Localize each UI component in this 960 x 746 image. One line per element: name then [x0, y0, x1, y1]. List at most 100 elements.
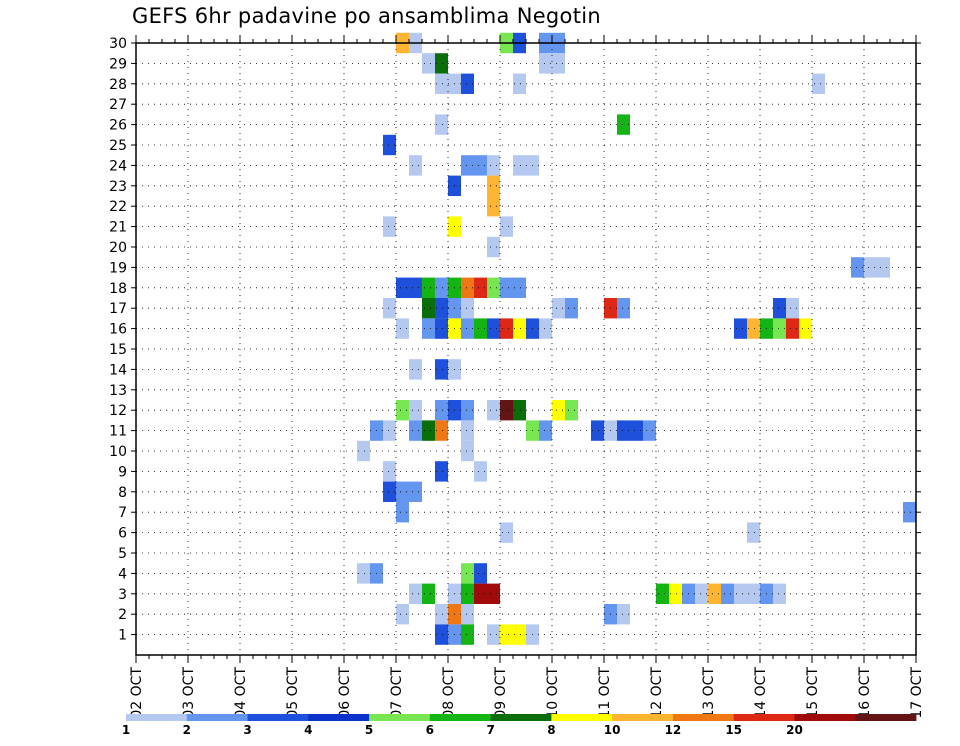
colorbar-segment — [308, 714, 370, 721]
heatmap-cell — [500, 624, 513, 645]
colorbar-segment — [186, 714, 248, 721]
colorbar-segment — [672, 714, 735, 721]
heatmap-cell — [617, 114, 630, 135]
heatmap-cell — [383, 481, 396, 502]
heatmap-cell — [747, 318, 760, 339]
colorbar-label: 5 — [365, 723, 373, 737]
y-tick-label: 12 — [109, 403, 127, 419]
heatmap-cell — [383, 298, 396, 319]
heatmap-cell — [617, 298, 630, 319]
heatmap-cell — [461, 298, 474, 319]
heatmap-cell — [552, 400, 565, 421]
heatmap-cell — [474, 563, 487, 584]
colorbar-label: 4 — [304, 723, 312, 737]
colorbar-label: 15 — [725, 723, 742, 737]
heatmap-cell — [474, 277, 487, 298]
heatmap-cell — [461, 73, 474, 94]
heatmap-cell — [487, 583, 500, 604]
y-tick-label: 19 — [109, 260, 127, 276]
heatmap-cell — [461, 563, 474, 584]
heatmap-cell — [357, 440, 370, 462]
heatmap-cell — [435, 277, 448, 298]
y-tick-label: 3 — [118, 587, 127, 603]
colorbar-segment — [612, 714, 674, 721]
y-tick-label: 11 — [109, 424, 127, 440]
colorbar-label: 8 — [547, 723, 555, 737]
x-tick-label: 12 OCT — [649, 667, 665, 719]
colorbar-segment — [126, 714, 188, 721]
colorbar-segment — [794, 714, 856, 721]
y-tick-label: 21 — [109, 220, 127, 236]
heatmap-cell — [500, 318, 513, 339]
y-tick-label: 10 — [109, 444, 127, 460]
heatmap-cell — [461, 583, 474, 604]
y-tick-label: 18 — [109, 281, 127, 297]
heatmap-cell — [422, 420, 435, 441]
heatmap-cell — [435, 420, 448, 441]
heatmap-cell — [435, 461, 448, 482]
heatmap-cell — [487, 196, 500, 217]
y-tick-label: 17 — [109, 301, 127, 317]
heatmap-cell — [500, 277, 513, 298]
colorbar-label: 6 — [426, 723, 434, 737]
y-tick-label: 20 — [109, 240, 127, 256]
heatmap-cell — [487, 624, 500, 645]
heatmap-cell — [669, 583, 682, 604]
y-tick-label: 5 — [118, 546, 127, 562]
heatmap-cell — [812, 73, 825, 94]
heatmap-cell — [877, 257, 890, 278]
heatmap-cell — [773, 583, 786, 604]
heatmap-cell — [773, 318, 786, 339]
heatmap-cell — [474, 461, 487, 482]
y-tick-label: 9 — [118, 464, 127, 480]
heatmap-cell — [630, 420, 643, 441]
heatmap-cell — [474, 155, 487, 176]
heatmap-cell — [513, 400, 526, 421]
colorbar-label: 12 — [665, 723, 682, 737]
heatmap-cell — [552, 53, 565, 74]
colorbar-segment — [369, 714, 431, 721]
y-tick-label: 6 — [118, 526, 127, 542]
chart-title: GEFS 6hr padavine po ansamblima Negotin — [132, 4, 601, 28]
heatmap-cell — [513, 624, 526, 645]
heatmap-cell — [383, 420, 396, 441]
heatmap-cell — [513, 318, 526, 339]
y-tick-label: 4 — [118, 566, 127, 582]
heatmap-cell — [461, 420, 474, 441]
heatmap-cell — [396, 277, 409, 298]
heatmap-cell — [435, 604, 448, 625]
y-tick-label: 27 — [109, 97, 127, 113]
colorbar-label: 20 — [786, 723, 803, 737]
heatmap-cell — [747, 583, 760, 604]
x-tick-label: 10 OCT — [545, 667, 561, 719]
colorbar-label: 7 — [486, 723, 494, 737]
heatmap-cell — [383, 461, 396, 482]
heatmap-cell — [565, 400, 578, 421]
heatmap-cell — [487, 155, 500, 176]
colorbar-segment — [855, 714, 917, 721]
heatmap-cell — [591, 420, 604, 441]
heatmap-cell — [435, 318, 448, 339]
heatmap-cell — [617, 604, 630, 625]
heatmap-cell — [474, 583, 487, 604]
heatmap-cell — [903, 502, 916, 523]
heatmap-cell — [539, 420, 552, 441]
heatmap-cell — [721, 583, 734, 604]
heatmap-cell — [773, 298, 786, 319]
heatmap-cell — [435, 400, 448, 421]
heatmap-cell — [383, 134, 396, 156]
heatmap-cell — [864, 257, 877, 278]
heatmap-cell — [409, 583, 422, 604]
heatmap-cell — [500, 522, 513, 543]
y-tick-label: 24 — [109, 158, 127, 174]
heatmap-cell — [383, 216, 396, 237]
y-tick-label: 13 — [109, 383, 127, 399]
heatmap-cell — [799, 318, 812, 339]
x-tick-label: 05 OCT — [285, 667, 301, 719]
heatmap-cell — [786, 318, 799, 339]
heatmap-cell — [435, 73, 448, 94]
heatmap-cell — [461, 604, 474, 625]
heatmap-cell — [422, 277, 435, 298]
heatmap-cell — [513, 73, 526, 94]
